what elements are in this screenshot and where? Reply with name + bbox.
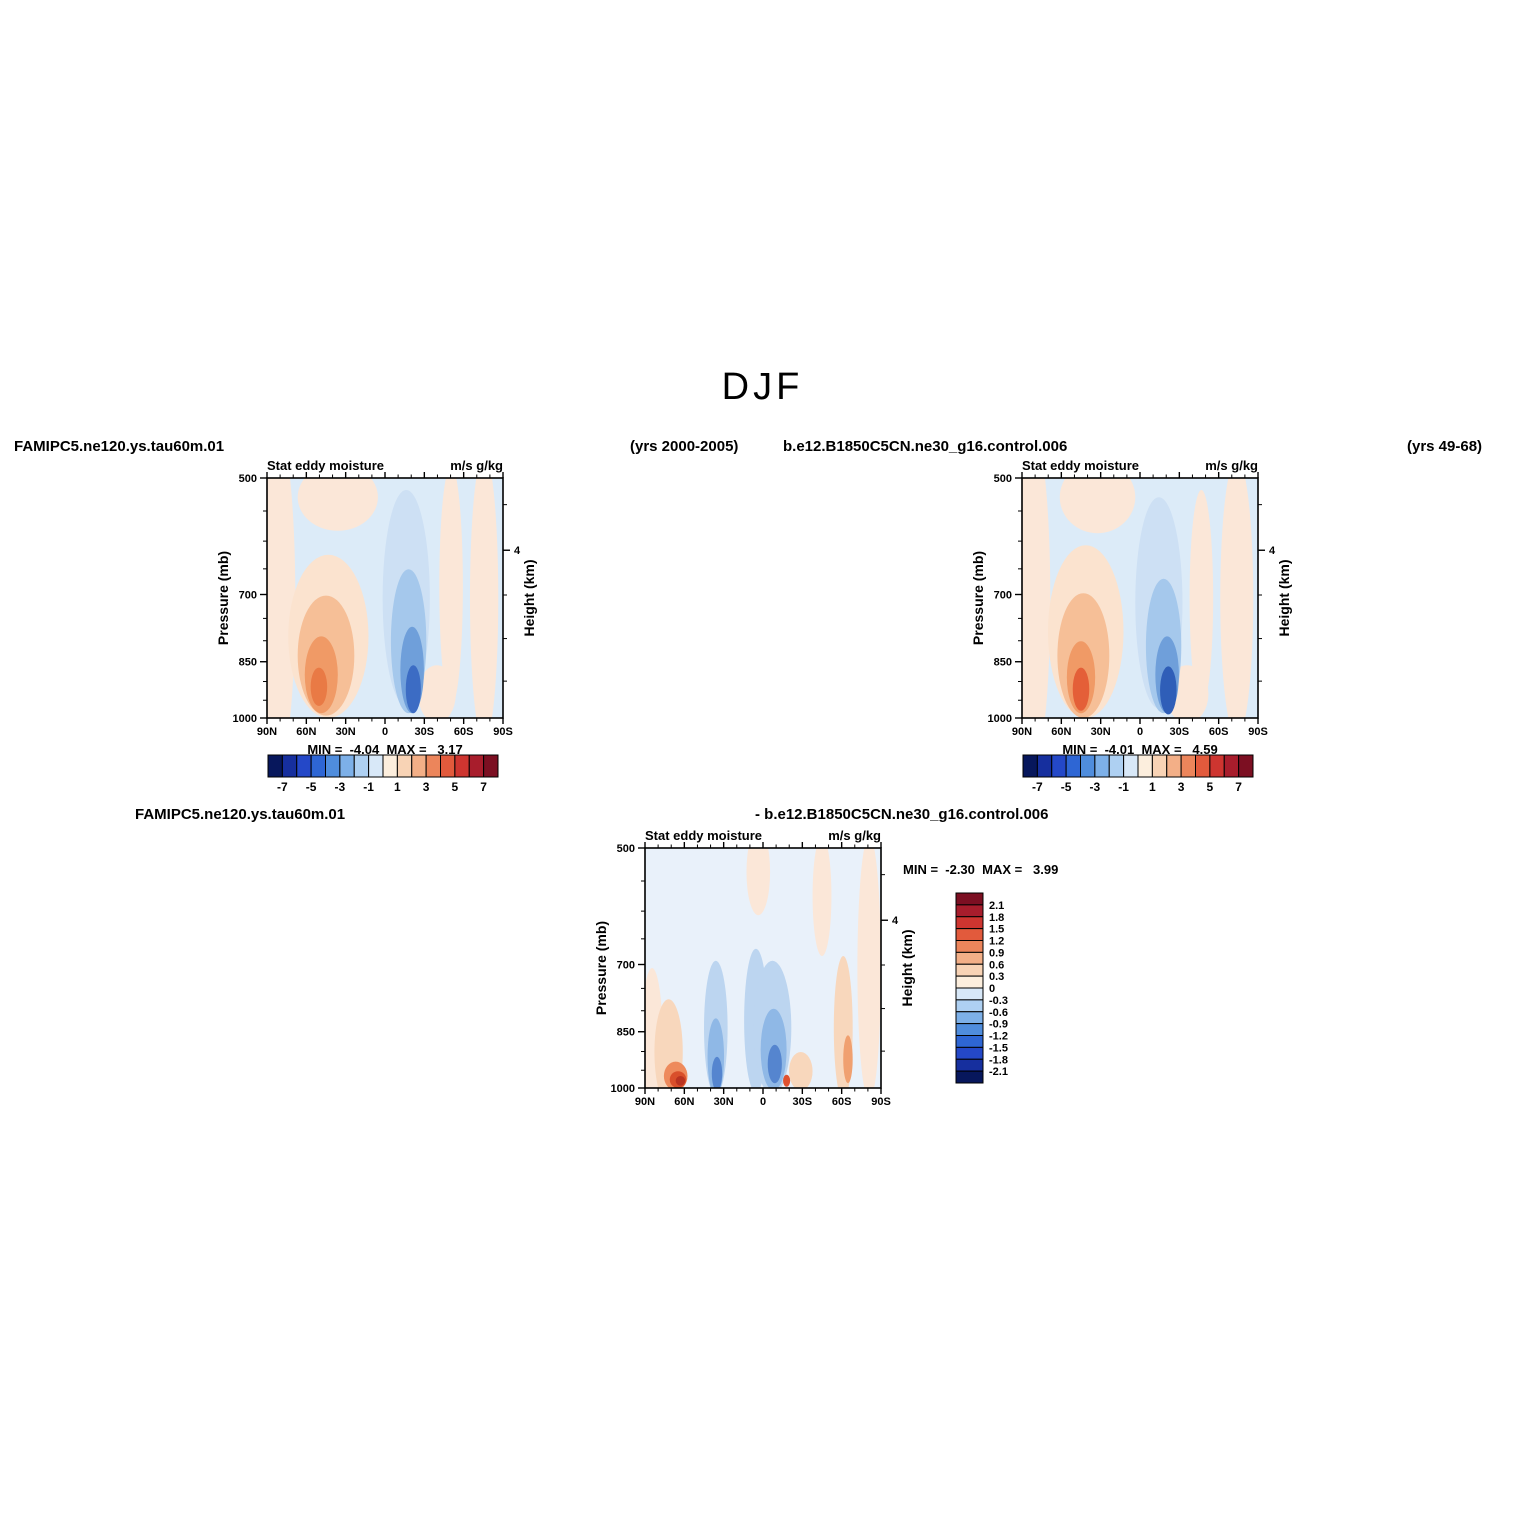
svg-text:0: 0 — [989, 983, 995, 995]
season-title: DJF — [721, 366, 804, 408]
svg-text:3: 3 — [1178, 780, 1185, 794]
svg-text:-1: -1 — [1118, 780, 1129, 794]
svg-text:90N: 90N — [1012, 726, 1032, 738]
svg-text:30N: 30N — [1091, 726, 1111, 738]
contour-plot-diff: 90N 60N 30N 0 30S 60S 90S 500 700 850 1000 4 — [611, 842, 899, 1108]
svg-text:1000: 1000 — [233, 713, 257, 725]
svg-text:-1.8: -1.8 — [989, 1054, 1008, 1066]
svg-text:60S: 60S — [454, 726, 474, 738]
svg-text:1.5: 1.5 — [989, 924, 1004, 936]
plot-title-row: Stat eddy moisture m/s g/kg — [645, 828, 881, 843]
svg-text:1: 1 — [1149, 780, 1156, 794]
plot-title-row: Stat eddy moisture m/s g/kg — [267, 458, 503, 473]
plot-units: m/s g/kg — [828, 828, 881, 843]
svg-text:850: 850 — [617, 1027, 635, 1039]
svg-text:-3: -3 — [1090, 780, 1101, 794]
svg-text:-3: -3 — [335, 780, 346, 794]
plot-field-title: Stat eddy moisture — [1022, 458, 1140, 473]
years-label-right: (yrs 49-68) — [1407, 438, 1483, 455]
plot-title-row: Stat eddy moisture m/s g/kg — [1022, 458, 1258, 473]
svg-text:7: 7 — [480, 780, 487, 794]
svg-text:4: 4 — [514, 545, 521, 557]
svg-text:90N: 90N — [257, 726, 277, 738]
contour-plot-case: 90N 60N 30N 0 30S 60S 90S 500 700 850 1000 4 -7 -5 -3 -… — [233, 472, 521, 794]
diff-control-name: - b.e12.B1850C5CN.ne30_g16.control.006 — [755, 806, 1049, 823]
svg-text:0.6: 0.6 — [989, 959, 1004, 971]
svg-text:-0.6: -0.6 — [989, 1007, 1008, 1019]
plot-field-title: Stat eddy moisture — [267, 458, 385, 473]
svg-text:90S: 90S — [1248, 726, 1268, 738]
svg-text:5: 5 — [1207, 780, 1214, 794]
svg-text:-1.5: -1.5 — [989, 1042, 1008, 1054]
svg-text:60N: 60N — [1051, 726, 1071, 738]
svg-text:1.2: 1.2 — [989, 936, 1004, 948]
plot-units: m/s g/kg — [1205, 458, 1258, 473]
svg-text:700: 700 — [994, 590, 1012, 602]
svg-text:4: 4 — [1269, 545, 1276, 557]
panel-diff: Stat eddy moisture m/s g/kg Pressure (mb… — [588, 828, 928, 1178]
svg-text:500: 500 — [994, 473, 1012, 485]
svg-text:-1.2: -1.2 — [989, 1031, 1008, 1043]
svg-text:7: 7 — [1235, 780, 1242, 794]
svg-text:1: 1 — [394, 780, 401, 794]
svg-text:60N: 60N — [674, 1096, 694, 1108]
case-name-right: b.e12.B1850C5CN.ne30_g16.control.006 — [783, 438, 1068, 455]
svg-text:0: 0 — [382, 726, 388, 738]
plot-units: m/s g/kg — [450, 458, 503, 473]
svg-text:-7: -7 — [277, 780, 288, 794]
svg-text:850: 850 — [239, 657, 257, 669]
svg-text:-5: -5 — [306, 780, 317, 794]
case-name-left: FAMIPC5.ne120.ys.tau60m.01 — [14, 438, 225, 455]
svg-text:5: 5 — [452, 780, 459, 794]
svg-text:30N: 30N — [336, 726, 356, 738]
minmax-label-diff: MIN = -2.30 MAX = 3.99 — [903, 862, 1059, 877]
diff-case-name: FAMIPC5.ne120.ys.tau60m.01 — [135, 806, 346, 823]
diff-colorbar: 2.11.81.51.20.90.60.30-0.3-0.6-0.9-1.2-1… — [955, 892, 1008, 1084]
svg-text:1000: 1000 — [988, 713, 1012, 725]
years-label-left: (yrs 2000-2005) — [630, 438, 739, 455]
svg-text:90S: 90S — [493, 726, 513, 738]
svg-text:30S: 30S — [415, 726, 435, 738]
svg-text:2.1: 2.1 — [989, 900, 1004, 912]
svg-text:3: 3 — [423, 780, 430, 794]
svg-text:-0.9: -0.9 — [989, 1019, 1008, 1031]
svg-text:700: 700 — [239, 590, 257, 602]
svg-text:4: 4 — [892, 915, 899, 927]
svg-text:1.8: 1.8 — [989, 912, 1004, 924]
svg-text:-0.3: -0.3 — [989, 995, 1008, 1007]
svg-text:30S: 30S — [793, 1096, 813, 1108]
svg-text:0.3: 0.3 — [989, 971, 1004, 983]
svg-text:-2.1: -2.1 — [989, 1066, 1008, 1078]
svg-text:-7: -7 — [1032, 780, 1043, 794]
svg-text:60S: 60S — [832, 1096, 852, 1108]
svg-text:1000: 1000 — [611, 1083, 635, 1095]
svg-text:90N: 90N — [635, 1096, 655, 1108]
svg-text:0.9: 0.9 — [989, 947, 1004, 959]
svg-text:0: 0 — [760, 1096, 766, 1108]
svg-text:-5: -5 — [1061, 780, 1072, 794]
panel-case: Stat eddy moisture m/s g/kg Pressure (mb… — [210, 458, 550, 808]
contour-plot-control: 90N 60N 30N 0 30S 60S 90S 500 700 850 1000 4 -7 -5 -3 -… — [988, 472, 1276, 794]
svg-text:500: 500 — [239, 473, 257, 485]
svg-text:30N: 30N — [714, 1096, 734, 1108]
svg-text:-1: -1 — [363, 780, 374, 794]
panel-control: Stat eddy moisture m/s g/kg Pressure (mb… — [965, 458, 1305, 808]
minmax-label-case: MIN = -4.04 MAX = 3.17 — [307, 742, 463, 757]
svg-text:0: 0 — [1137, 726, 1143, 738]
svg-text:60N: 60N — [296, 726, 316, 738]
svg-text:850: 850 — [994, 657, 1012, 669]
svg-text:90S: 90S — [871, 1096, 891, 1108]
svg-text:500: 500 — [617, 843, 635, 855]
minmax-label-control: MIN = -4.01 MAX = 4.59 — [1062, 742, 1218, 757]
svg-text:30S: 30S — [1170, 726, 1190, 738]
plot-field-title: Stat eddy moisture — [645, 828, 763, 843]
svg-text:60S: 60S — [1209, 726, 1229, 738]
svg-text:700: 700 — [617, 960, 635, 972]
